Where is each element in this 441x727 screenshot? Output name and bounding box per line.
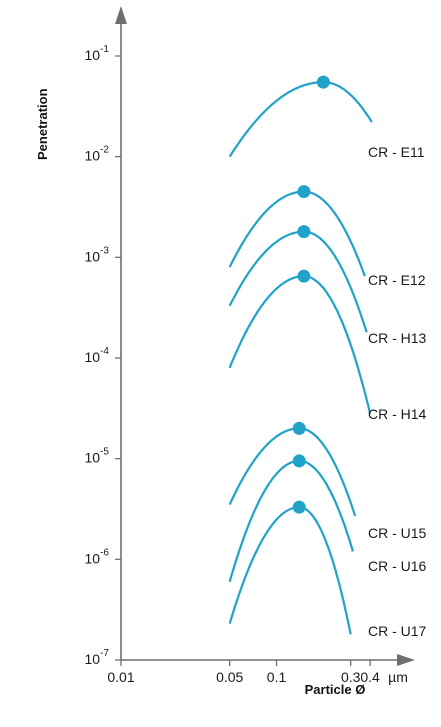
- peak-markers: [292, 75, 330, 514]
- x-tick-label: 0.05: [216, 669, 243, 685]
- x-axis-unit: µm: [388, 669, 408, 685]
- y-tick-label: 10-2: [85, 145, 110, 164]
- series-curve: [228, 275, 372, 414]
- x-ticks: 0.01 0.05 0.1 0.3 0.4: [107, 660, 380, 685]
- axes: [115, 6, 415, 666]
- x-tick-label: 0.4: [360, 669, 380, 685]
- x-tick-label: 0.1: [267, 669, 287, 685]
- y-tick-label: 10-5: [85, 447, 110, 466]
- peak-marker: [292, 421, 306, 435]
- series-curve: [228, 80, 373, 158]
- series-curves: [228, 80, 373, 635]
- y-tick-label: 10-7: [85, 648, 110, 667]
- series-curve: [228, 190, 366, 277]
- series-label: CR - E11: [368, 144, 425, 160]
- y-tick-label: 10-3: [85, 245, 110, 264]
- series-labels: CR - E11 CR - E12 CR - H13 CR - H14 CR - U15…: [368, 144, 427, 639]
- series-label: CR - U17: [368, 623, 427, 639]
- y-axis-title: Penetration: [35, 88, 50, 160]
- peak-marker: [297, 225, 311, 239]
- peak-marker: [297, 185, 311, 199]
- y-tick-label: 10-1: [85, 44, 110, 63]
- peak-marker: [297, 269, 311, 283]
- peak-marker: [292, 500, 306, 514]
- series-label: CR - H14: [368, 406, 427, 422]
- series-label: CR - E12: [368, 272, 426, 288]
- series-label: CR - H13: [368, 330, 427, 346]
- y-tick-label: 10-4: [85, 346, 110, 365]
- y-tick-label: 10-6: [85, 547, 110, 566]
- x-tick-label: 0.01: [107, 669, 134, 685]
- series-curve: [228, 230, 368, 333]
- x-axis-title: Particle Ø: [305, 682, 366, 697]
- series-label: CR - U15: [368, 525, 427, 541]
- y-ticks: 10-1 10-2 10-3 10-4 10-5 10-6 10-7: [85, 44, 121, 667]
- y-axis-arrow-icon: [115, 6, 127, 24]
- peak-marker: [292, 454, 306, 468]
- peak-marker: [316, 75, 330, 89]
- x-tick-label: 0.3: [341, 669, 361, 685]
- series-label: CR - U16: [368, 558, 427, 574]
- x-axis-arrow-icon: [397, 654, 415, 666]
